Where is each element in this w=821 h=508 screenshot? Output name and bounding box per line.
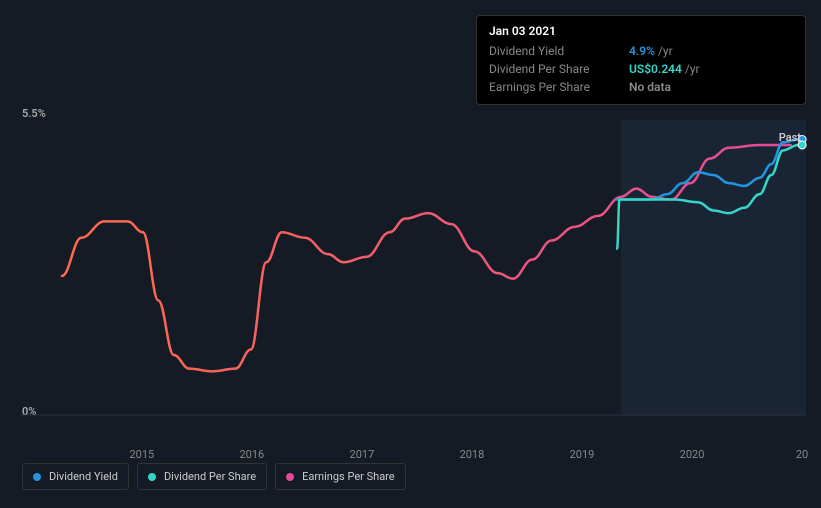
legend-swatch [33,473,41,481]
legend: Dividend Yield Dividend Per Share Earnings… [22,463,406,490]
tooltip-row: Dividend Yield4.9% /yr [489,42,793,60]
tooltip-label: Dividend Per Share [489,62,629,76]
chart-plot[interactable] [20,110,806,428]
legend-swatch [148,473,156,481]
legend-item[interactable]: Dividend Per Share [137,463,267,490]
legend-label: Earnings Per Share [302,470,395,483]
x-tick: 2020 [680,448,705,461]
x-tick: 2018 [460,448,485,461]
chart-tooltip: Jan 03 2021 Dividend Yield4.9% /yrDivide… [476,15,806,105]
tooltip-label: Dividend Yield [489,44,629,58]
x-tick: 2019 [570,448,595,461]
legend-label: Dividend Yield [49,470,118,483]
tooltip-value: 4.9% /yr [629,44,673,58]
past-label: Past [779,131,801,144]
legend-swatch [286,473,294,481]
tooltip-value: No data [629,80,671,94]
tooltip-row: Earnings Per ShareNo data [489,78,793,96]
chart-svg [20,110,806,420]
x-tick: 20 [796,448,808,461]
x-tick: 2015 [129,448,154,461]
legend-item[interactable]: Earnings Per Share [275,463,406,490]
x-tick: 2016 [239,448,264,461]
legend-label: Dividend Per Share [164,470,256,483]
legend-item[interactable]: Dividend Yield [22,463,129,490]
tooltip-label: Earnings Per Share [489,80,629,94]
tooltip-value: US$0.244 /yr [629,62,700,76]
x-tick: 2017 [350,448,375,461]
tooltip-row: Dividend Per ShareUS$0.244 /yr [489,60,793,78]
tooltip-date: Jan 03 2021 [489,24,793,42]
